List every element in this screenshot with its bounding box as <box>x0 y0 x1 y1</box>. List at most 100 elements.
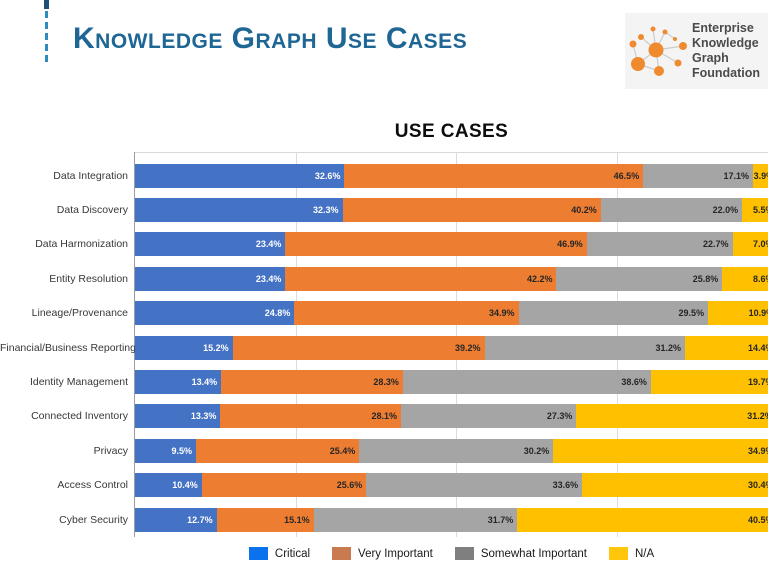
bar-segment-critical: 23.4% <box>135 232 286 257</box>
segment-value-label: 23.4% <box>255 273 282 284</box>
bar-segment-somewhat-important: 38.6% <box>402 369 651 394</box>
segment-value-label: 10.4% <box>172 480 198 491</box>
bar-segment-n-a: 19.7% <box>650 369 768 394</box>
segment-value-label: 13.4% <box>191 376 218 387</box>
bar-segment-somewhat-important: 27.3% <box>400 404 577 429</box>
category-label: Financial/Business Reporting <box>0 341 136 354</box>
bar-segment-somewhat-important: 29.5% <box>518 301 709 326</box>
segment-value-label: 15.1% <box>284 514 310 525</box>
bar-row: 10.4% 25.6% 33.6% 30.4% <box>135 473 768 498</box>
segment-value-label: 39.2% <box>454 342 481 353</box>
segment-value-label: 12.7% <box>187 514 213 525</box>
segment-value-label: 24.8% <box>264 308 291 319</box>
segment-value-label: 29.5% <box>678 308 705 319</box>
segment-value-label: 40.2% <box>571 204 597 215</box>
bar-segment-critical: 23.4% <box>135 266 286 291</box>
legend-item-somewhat-important: Somewhat Important <box>454 547 587 560</box>
org-logo: Enterprise Knowledge Graph Foundation <box>625 13 768 89</box>
segment-value-label: 38.6% <box>621 376 647 387</box>
bar-segment-very-important: 46.5% <box>344 163 644 188</box>
bar-segment-critical: 15.2% <box>135 335 233 360</box>
legend-label: Very Important <box>358 547 433 560</box>
bar-segment-critical: 32.6% <box>135 163 345 188</box>
segment-value-label: 13.3% <box>190 411 217 422</box>
logo-line: Enterprise <box>692 21 754 35</box>
legend-item-n-a: N/A <box>608 547 654 560</box>
bar-row: 13.4% 28.3% 38.6% 19.7% <box>135 369 768 394</box>
segment-value-label: 22.0% <box>712 204 739 215</box>
bar-row: 23.4% 42.2% 25.8% 8.6% <box>135 266 768 291</box>
bar-segment-very-important: 39.2% <box>232 335 485 360</box>
bar-segment-somewhat-important: 25.8% <box>556 266 723 291</box>
segment-value-label: 31.7% <box>487 514 514 525</box>
segment-value-label: 23.4% <box>255 239 282 250</box>
bar-segment-n-a: 7.0% <box>732 232 768 257</box>
bar-segment-n-a: 14.4% <box>684 335 768 360</box>
segment-value-label: 9.5% <box>171 445 193 456</box>
bar-segment-n-a: 10.9% <box>708 301 768 326</box>
chart-legend: Critical Very Important Somewhat Important… <box>135 547 768 560</box>
bar-segment-critical: 10.4% <box>135 473 202 498</box>
y-axis-line <box>134 152 135 537</box>
segment-value-label: 34.9% <box>747 445 768 456</box>
segment-value-label: 15.2% <box>203 342 229 353</box>
bar-row: 13.3% 28.1% 27.3% 31.2% <box>135 404 768 429</box>
segment-value-label: 40.5% <box>747 514 768 525</box>
segment-value-label: 5.5% <box>752 204 768 215</box>
bar-row: 9.5% 25.4% 30.2% 34.9% <box>135 438 768 463</box>
bar-segment-somewhat-important: 30.2% <box>359 438 554 463</box>
bar-segment-somewhat-important: 22.0% <box>600 197 743 222</box>
legend-swatch <box>248 547 268 560</box>
segment-value-label: 28.1% <box>371 411 397 422</box>
bar-segment-critical: 32.3% <box>135 197 343 222</box>
segment-value-label: 14.4% <box>747 342 768 353</box>
header-accent-dashed-line <box>45 11 48 63</box>
logo-line: Foundation <box>692 66 761 80</box>
category-label: Data Integration <box>53 169 128 182</box>
segment-value-label: 31.2% <box>655 342 681 353</box>
segment-value-label: 27.3% <box>546 411 573 422</box>
bar-row: 15.2% 39.2% 31.2% 14.4% <box>135 335 768 360</box>
segment-value-label: 22.7% <box>702 239 729 250</box>
bar-segment-very-important: 28.3% <box>221 369 403 394</box>
chart-title: USE CASES <box>394 121 509 142</box>
bar-row: 32.3% 40.2% 22.0% 5.5% <box>135 197 768 222</box>
segment-value-label: 25.4% <box>329 445 356 456</box>
segment-value-label: 33.6% <box>552 480 579 491</box>
bar-segment-somewhat-important: 17.1% <box>643 163 754 188</box>
legend-item-very-important: Very Important <box>332 547 433 560</box>
category-label: Privacy <box>93 444 128 457</box>
segment-value-label: 7.0% <box>752 239 768 250</box>
plot-top-border <box>134 152 768 153</box>
bar-segment-very-important: 25.6% <box>201 473 367 498</box>
legend-item-critical: Critical <box>248 547 310 560</box>
bar-segment-somewhat-important: 31.2% <box>484 335 685 360</box>
bar-segment-n-a: 3.9% <box>753 163 768 188</box>
category-label: Access Control <box>57 479 128 492</box>
segment-value-label: 30.2% <box>523 445 550 456</box>
segment-value-label: 32.6% <box>314 170 341 181</box>
bar-segment-n-a: 5.5% <box>742 197 768 222</box>
bar-segment-critical: 13.3% <box>135 404 221 429</box>
legend-swatch <box>608 547 628 560</box>
segment-value-label: 31.2% <box>747 411 768 422</box>
bar-segment-very-important: 34.9% <box>294 301 519 326</box>
plot-area: 32.6% 46.5% 17.1%3.9% 32.3% 40.2% 22.0% 5.5% 23… <box>135 152 768 537</box>
bar-segment-n-a: 8.6% <box>722 266 768 291</box>
bar-row: 32.6% 46.5% 17.1%3.9% <box>135 163 768 188</box>
bar-segment-n-a: 40.5% <box>517 507 768 532</box>
category-label: Lineage/Provenance <box>31 307 128 320</box>
bar-row: 24.8% 34.9% 29.5% 10.9% <box>135 301 768 326</box>
legend-swatch <box>454 547 474 560</box>
segment-value-label: 30.4% <box>747 480 768 491</box>
segment-value-label: 28.3% <box>373 376 399 387</box>
bar-segment-very-important: 46.9% <box>285 232 587 257</box>
bar-segment-n-a: 30.4% <box>582 473 768 498</box>
segment-value-label: 32.3% <box>312 204 339 215</box>
page-title: Knowledge Graph Use Cases <box>73 22 468 55</box>
segment-value-label: 25.6% <box>336 480 363 491</box>
segment-value-label: 19.7% <box>747 376 768 387</box>
segment-value-label: 46.9% <box>557 239 583 250</box>
segment-value-label: 3.9% <box>753 170 768 181</box>
